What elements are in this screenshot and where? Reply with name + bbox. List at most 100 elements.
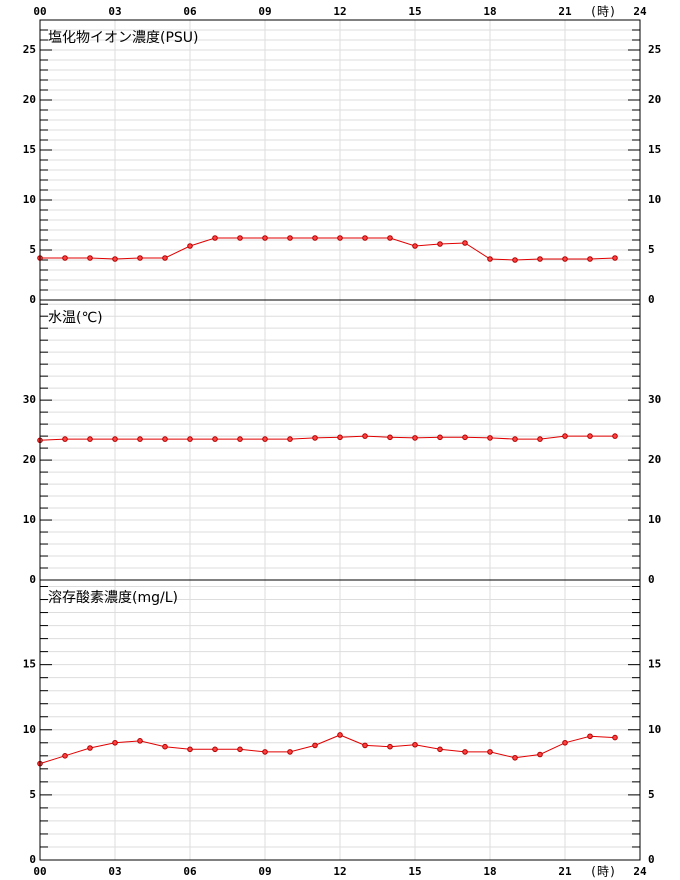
y-tick-label-right: 10 [648, 513, 661, 526]
data-point [387, 235, 393, 241]
data-point [337, 732, 343, 738]
y-tick-label-right: 5 [648, 788, 655, 801]
data-point [237, 436, 243, 442]
data-point [537, 256, 543, 262]
data-point [187, 746, 193, 753]
data-point [212, 436, 218, 442]
y-tick-label: 30 [23, 393, 36, 406]
x-tick-label: 21 [558, 865, 572, 878]
data-point [287, 436, 293, 442]
y-tick-label-right: 30 [648, 393, 661, 406]
data-point [412, 741, 418, 748]
y-tick-label-right: 0 [648, 853, 655, 866]
y-tick-label: 15 [23, 143, 36, 156]
x-tick-label: 00 [33, 865, 46, 878]
x-tick-label: 24 [633, 865, 647, 878]
data-point [62, 753, 68, 759]
y-tick-label: 0 [29, 853, 36, 866]
data-point [212, 235, 218, 241]
y-tick-label: 5 [29, 788, 36, 801]
data-point [437, 241, 443, 247]
x-tick-label: 18 [483, 5, 496, 18]
y-tick-label: 10 [23, 513, 36, 526]
y-tick-label: 0 [29, 293, 36, 306]
data-point [387, 743, 393, 750]
y-tick-label: 15 [23, 658, 36, 671]
data-point [87, 436, 93, 442]
data-point [612, 433, 618, 439]
data-point [512, 754, 518, 761]
data-point [587, 433, 593, 439]
data-point [162, 255, 168, 261]
data-point [237, 746, 243, 753]
data-line [39, 435, 615, 441]
y-tick-label-right: 0 [648, 573, 655, 586]
data-point [362, 433, 368, 439]
y-tick-label-right: 10 [648, 723, 661, 736]
data-point [112, 256, 118, 262]
x-tick-label: 15 [408, 865, 421, 878]
x-unit-label: (時) [590, 865, 616, 879]
data-point [387, 434, 393, 441]
data-point [487, 749, 493, 755]
x-tick-label: 09 [258, 865, 271, 878]
x-unit-label: (時) [590, 5, 616, 19]
y-tick-label-right: 20 [648, 93, 661, 106]
panel-title: 塩化物イオン濃度(PSU) [48, 30, 199, 46]
data-point [137, 738, 143, 744]
data-point [612, 734, 618, 741]
x-tick-label: 00 [33, 5, 46, 18]
data-point [537, 436, 543, 442]
y-tick-label: 20 [23, 453, 36, 466]
x-tick-label: 03 [108, 865, 121, 878]
data-point [137, 436, 143, 442]
x-tick-label: 06 [183, 865, 197, 878]
y-tick-label: 20 [23, 93, 36, 106]
data-point [62, 255, 68, 261]
panel-title: 水温(℃) [48, 310, 103, 326]
data-point [87, 255, 93, 261]
data-point [462, 434, 468, 441]
data-point [562, 739, 568, 746]
y-tick-label-right: 25 [648, 43, 661, 56]
data-point [562, 433, 568, 439]
x-tick-label: 21 [558, 5, 572, 18]
data-point [187, 243, 193, 249]
data-point [337, 434, 343, 441]
data-point [362, 742, 368, 749]
y-tick-label-right: 15 [648, 143, 661, 156]
data-point [312, 235, 318, 241]
y-tick-label-right: 5 [648, 243, 655, 256]
data-point [162, 436, 168, 442]
x-tick-label: 24 [633, 5, 647, 18]
x-tick-label: 12 [333, 5, 346, 18]
data-point [512, 257, 518, 263]
y-tick-label: 10 [23, 193, 36, 206]
data-point [312, 742, 318, 749]
data-point [112, 739, 118, 746]
data-point [162, 743, 168, 750]
x-tick-label: 18 [483, 865, 496, 878]
plot-frame [39, 19, 641, 861]
data-point [312, 435, 318, 441]
data-point [412, 243, 418, 249]
data-point [262, 436, 268, 442]
data-point [137, 255, 143, 261]
x-tick-label: 03 [108, 5, 121, 18]
y-tick-label: 5 [29, 243, 36, 256]
data-point [112, 436, 118, 442]
data-point [237, 235, 243, 241]
y-tick-label: 10 [23, 723, 36, 736]
panel-title: 溶存酸素濃度(mg/L) [48, 590, 178, 606]
x-tick-label: 12 [333, 865, 346, 878]
data-point [287, 235, 293, 241]
data-point [187, 436, 193, 442]
y-tick-label: 0 [29, 573, 36, 586]
y-tick-label: 25 [23, 43, 36, 56]
data-point [62, 436, 68, 442]
data-point [362, 235, 368, 241]
x-tick-label: 09 [258, 5, 271, 18]
data-point [262, 749, 268, 755]
data-point [562, 256, 568, 262]
